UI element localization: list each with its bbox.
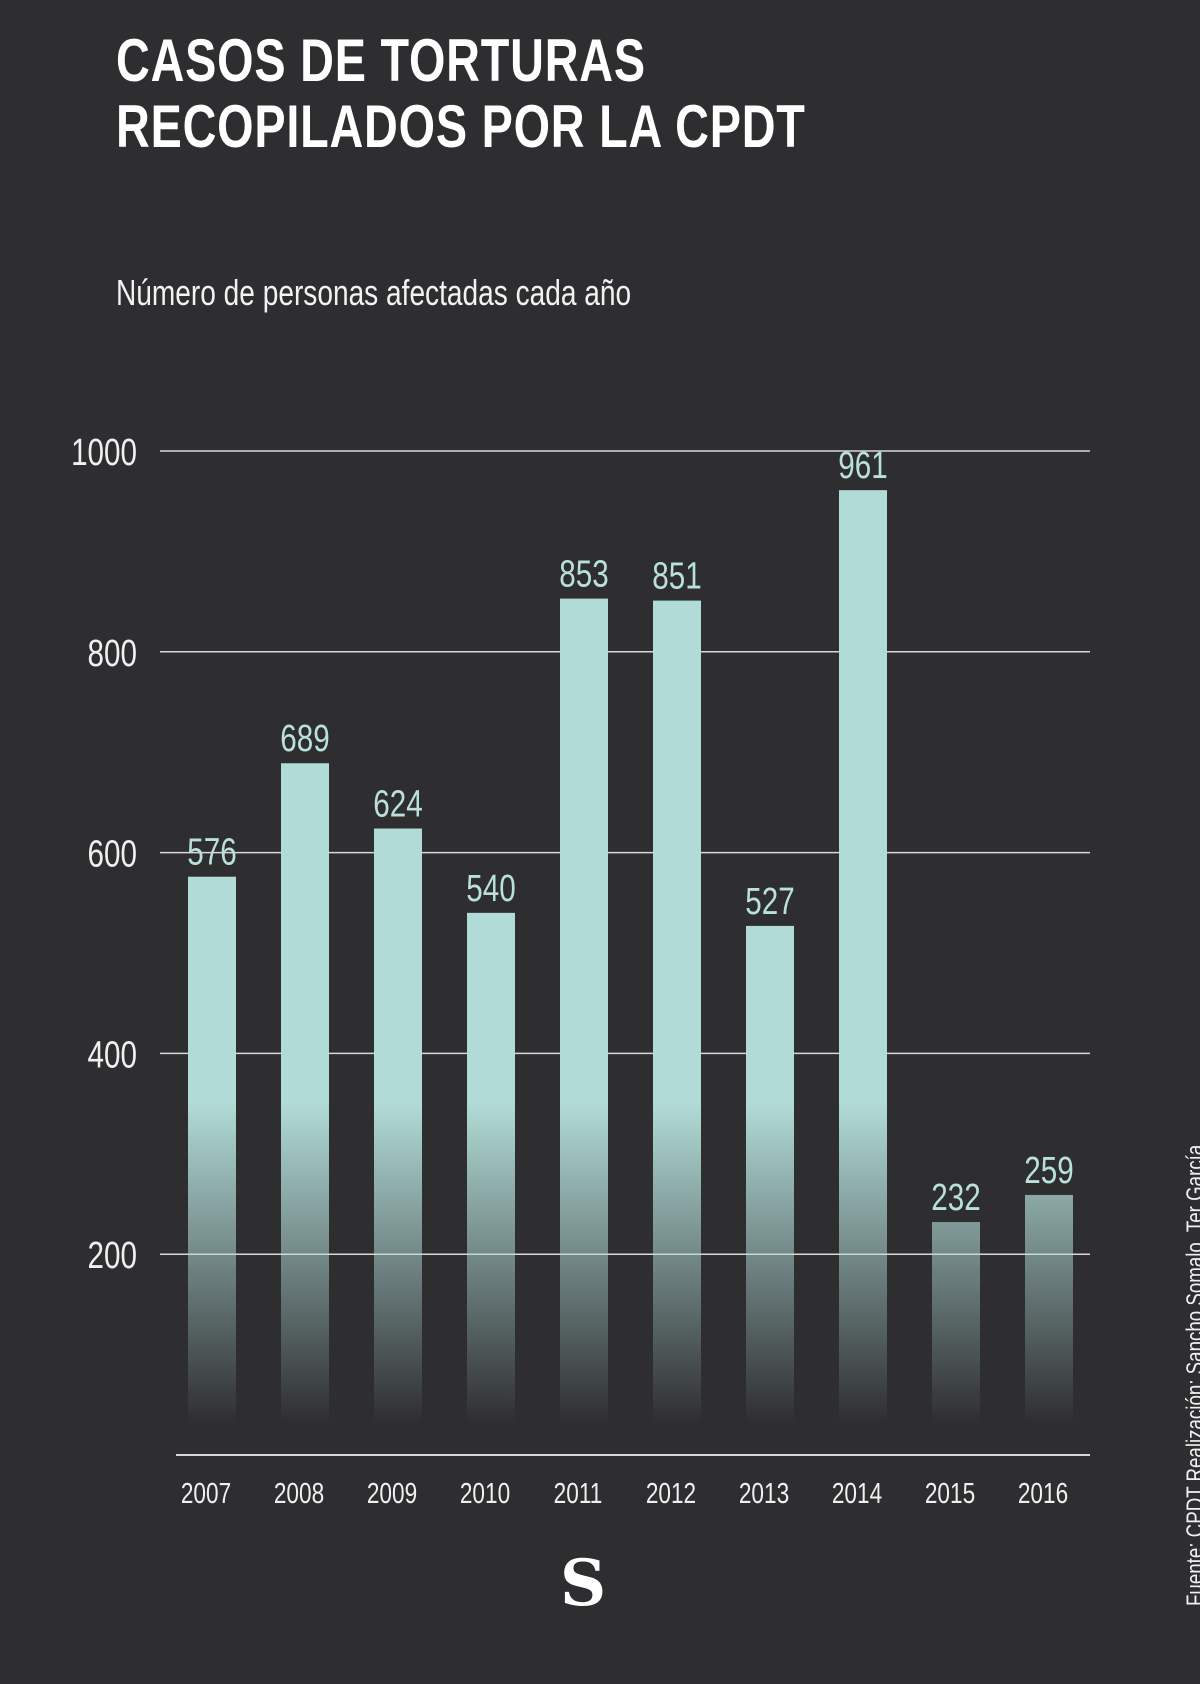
data-label-2009: 624 [373, 783, 422, 825]
data-label-2010: 540 [466, 867, 515, 909]
x-tick-label-2007: 2007 [181, 1476, 231, 1509]
bar-2014 [839, 490, 887, 1455]
publisher-logo: S [560, 1546, 607, 1621]
y-tick-label: 200 [88, 1235, 137, 1277]
x-tick-label-2014: 2014 [832, 1476, 882, 1509]
x-tick-label-2012: 2012 [646, 1476, 696, 1509]
data-labels: 576 689 624 540 853 851 527 961 232 259 [187, 445, 1073, 1219]
x-tick-label-2015: 2015 [925, 1476, 975, 1509]
y-tick-label: 600 [88, 833, 137, 875]
x-tick-label-2008: 2008 [274, 1476, 324, 1509]
bar-2008 [281, 763, 329, 1455]
data-label-2012: 851 [652, 555, 701, 597]
data-label-2011: 853 [559, 553, 608, 595]
bar-2016 [1025, 1194, 1073, 1455]
data-label-2014: 961 [838, 445, 887, 487]
chart-subtitle: Número de personas afectadas cada año [116, 272, 632, 313]
data-label-2013: 527 [745, 880, 794, 922]
y-tick-label: 1000 [71, 432, 137, 474]
title-line-2: RECOPILADOS POR LA CPDT [116, 93, 806, 160]
title-line-1: CASOS DE TORTURAS [116, 27, 646, 94]
bar-2012 [653, 600, 701, 1455]
data-label-2008: 689 [280, 718, 329, 760]
y-tick-label: 400 [88, 1034, 137, 1076]
axes: 200 400 600 800 1000 2007 2008 2009 2010 2011 2012… [71, 432, 1090, 1510]
bar-2011 [560, 598, 608, 1455]
y-tick-label: 800 [88, 632, 137, 674]
data-label-2015: 232 [931, 1177, 980, 1219]
bar-2009 [374, 828, 422, 1455]
bar-2013 [746, 925, 794, 1455]
bar-2007 [188, 876, 236, 1455]
chart-title: CASOS DE TORTURAS RECOPILADOS POR LA CPD… [116, 28, 806, 160]
bar-2010 [467, 912, 515, 1455]
data-label-2016: 259 [1024, 1150, 1073, 1192]
x-tick-label-2016: 2016 [1018, 1476, 1068, 1509]
x-tick-label-2013: 2013 [739, 1476, 789, 1509]
x-tick-label-2011: 2011 [554, 1476, 603, 1509]
data-label-2007: 576 [187, 831, 236, 873]
source-credit: Fuente: CPDT Realización: Sancho Somalo,… [1182, 1144, 1200, 1606]
bar-2015 [932, 1222, 980, 1455]
x-tick-label-2010: 2010 [460, 1476, 510, 1509]
bars [188, 490, 1073, 1455]
x-tick-label-2009: 2009 [367, 1476, 417, 1509]
